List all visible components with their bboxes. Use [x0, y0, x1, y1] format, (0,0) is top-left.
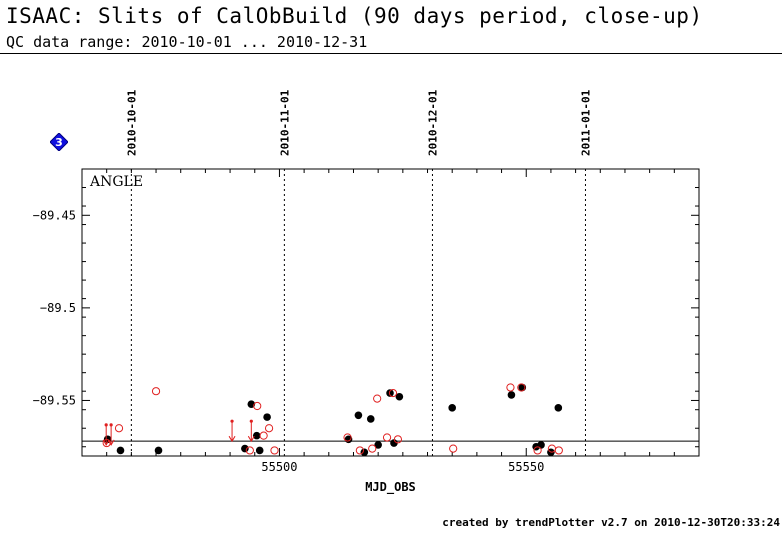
data-point-open [517, 383, 526, 392]
y-tick-label: −89.5 [40, 301, 76, 315]
limit-arrow-head [102, 439, 110, 446]
data-point-filled [395, 392, 404, 401]
footer-credit: created by trendPlotter v2.7 on 2010-12-… [442, 516, 780, 529]
x-tick-label: 55550 [508, 460, 544, 474]
data-point-open [382, 433, 392, 442]
limit-arrow-dot [249, 419, 253, 423]
data-point-open [393, 435, 403, 444]
data-point-filled [116, 446, 125, 455]
data-point-open [388, 388, 398, 398]
plot-frame [81, 168, 700, 457]
data-point-filled [241, 444, 249, 453]
limit-arrow-head [228, 435, 236, 443]
data-point-open [343, 433, 352, 442]
y-tick-label: −89.55 [33, 393, 76, 407]
chart-title: ANGLE [89, 174, 143, 190]
page-title: ISAAC: Slits of CalObBuild (90 days peri… [6, 4, 703, 28]
data-point-open [253, 401, 262, 411]
data-point-filled [154, 446, 163, 455]
data-point-filled [360, 448, 369, 457]
diamond-icon: 3 [50, 133, 68, 151]
limit-arrow-dot [104, 423, 108, 427]
data-point-filled [537, 441, 545, 449]
data-point-open [554, 446, 563, 455]
limit-arrow-head [107, 439, 115, 446]
data-point-filled [263, 413, 271, 421]
data-point-open [151, 387, 161, 396]
x-tick-label: 55500 [261, 460, 297, 474]
limit-arrow-head [247, 435, 255, 443]
data-point-filled [386, 389, 394, 397]
data-point-open [259, 431, 268, 440]
data-point-filled [252, 431, 261, 440]
data-point-open [245, 446, 254, 455]
data-point-open [355, 446, 364, 455]
data-point-open [506, 383, 515, 392]
date-marker-label: 2010-10-01 [125, 89, 138, 156]
limit-arrow-dot [109, 423, 113, 427]
data-point-filled [374, 441, 382, 449]
badge-label: 3 [55, 136, 63, 149]
limit-arrow-dot [230, 419, 234, 423]
data-point-filled [354, 411, 363, 420]
date-marker-label: 2010-12-01 [426, 89, 439, 156]
y-tick-label: −89.45 [33, 208, 76, 222]
data-point-filled [554, 404, 563, 412]
data-point-open [449, 444, 458, 453]
data-point-open [373, 394, 382, 403]
x-axis-label: MJD_OBS [365, 480, 416, 495]
data-point-open [270, 446, 279, 455]
data-point-open [264, 424, 274, 433]
data-point-filled [255, 446, 264, 455]
data-point-open [114, 424, 124, 433]
date-marker-label: 2011-01-01 [579, 89, 592, 156]
data-point-filled [366, 415, 375, 423]
date-marker-label: 2010-11-01 [278, 89, 291, 156]
data-point-filled [448, 404, 457, 412]
data-point-filled [507, 391, 516, 399]
data-point-open [533, 446, 542, 455]
data-point-open [368, 444, 377, 453]
page-subtitle: QC data range: 2010-10-01 ... 2010-12-31 [6, 33, 368, 51]
data-point-filled [390, 439, 398, 447]
header-divider [0, 53, 782, 54]
